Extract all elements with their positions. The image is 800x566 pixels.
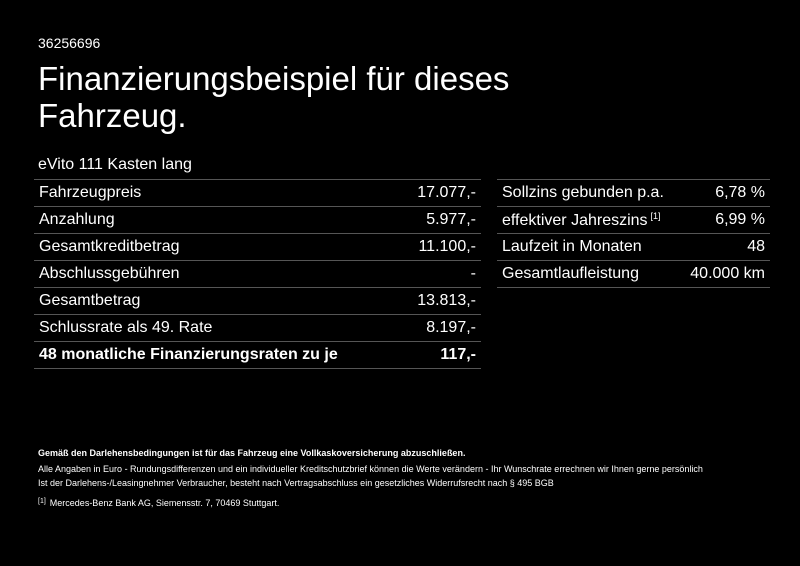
- row-value: 13.813,-: [399, 287, 481, 315]
- row-value: 6,78 %: [679, 179, 770, 207]
- rate-table: Sollzins gebunden p.a. 6,78 % effektiver J…: [497, 179, 770, 288]
- title: Finanzierungsbeispiel für dieses Fahrzeu…: [38, 60, 510, 134]
- row-label: Gesamtkreditbetrag: [34, 233, 400, 261]
- table-row: effektiver Jahreszins [1] 6,99 %: [497, 206, 770, 234]
- row-value: 17.077,-: [399, 179, 481, 207]
- row-label: 48 monatliche Finanzierungsraten zu je: [34, 341, 400, 369]
- row-value: 40.000 km: [679, 260, 770, 288]
- table-row: Anzahlung 5.977,-: [34, 206, 481, 234]
- row-value: 8.197,-: [399, 314, 481, 342]
- row-label: Laufzeit in Monaten: [497, 233, 680, 261]
- footer-line: Alle Angaben in Euro - Rundungsdifferenz…: [38, 463, 703, 474]
- row-label: Schlussrate als 49. Rate: [34, 314, 400, 342]
- vehicle-id: 36256696: [38, 35, 101, 51]
- table-row: Gesamtbetrag 13.813,-: [34, 287, 481, 315]
- row-value: 11.100,-: [399, 233, 481, 261]
- table-row: Abschlussgebühren -: [34, 260, 481, 288]
- table-row: Sollzins gebunden p.a. 6,78 %: [497, 179, 770, 207]
- row-label: Gesamtbetrag: [34, 287, 400, 315]
- row-value: 5.977,-: [399, 206, 481, 234]
- footnote-text: Mercedes-Benz Bank AG, Siemensstr. 7, 70…: [49, 497, 280, 508]
- footer-line: Ist der Darlehens-/Leasingnehmer Verbrau…: [38, 478, 554, 488]
- table-row: Laufzeit in Monaten 48: [497, 233, 770, 261]
- row-value: 117,-: [399, 341, 481, 369]
- financing-table: Fahrzeugpreis 17.077,- Anzahlung 5.977,- Ges…: [34, 179, 481, 369]
- note-marker: [1]: [650, 210, 661, 221]
- row-label: Abschlussgebühren: [34, 260, 400, 288]
- row-value: 6,99 %: [679, 206, 770, 234]
- table-row: Gesamtlaufleistung 40.000 km: [497, 260, 770, 288]
- row-label: Sollzins gebunden p.a.: [497, 179, 680, 207]
- table-row: Gesamtkreditbetrag 11.100,-: [34, 233, 481, 261]
- row-label: Gesamtlaufleistung: [497, 260, 680, 288]
- table-row: 48 monatliche Finanzierungsraten zu je 11…: [34, 341, 481, 369]
- row-label: effektiver Jahreszins [1]: [497, 206, 680, 234]
- row-label: Fahrzeugpreis: [34, 179, 400, 207]
- row-label: Anzahlung: [34, 206, 400, 234]
- footer: Gemäß den Darlehensbedingungen ist für d…: [38, 446, 778, 510]
- model: eVito 111 Kasten lang: [38, 156, 192, 173]
- footnote-marker: [1]: [38, 497, 46, 505]
- row-value: -: [399, 260, 481, 288]
- footnote: [1] Mercedes-Benz Bank AG, Siemensstr. 7,…: [38, 495, 778, 511]
- notice: Gemäß den Darlehensbedingungen ist für d…: [38, 448, 466, 458]
- table-row: Schlussrate als 49. Rate 8.197,-: [34, 314, 481, 342]
- row-value: 48: [679, 233, 770, 261]
- table-row: Fahrzeugpreis 17.077,-: [34, 179, 481, 207]
